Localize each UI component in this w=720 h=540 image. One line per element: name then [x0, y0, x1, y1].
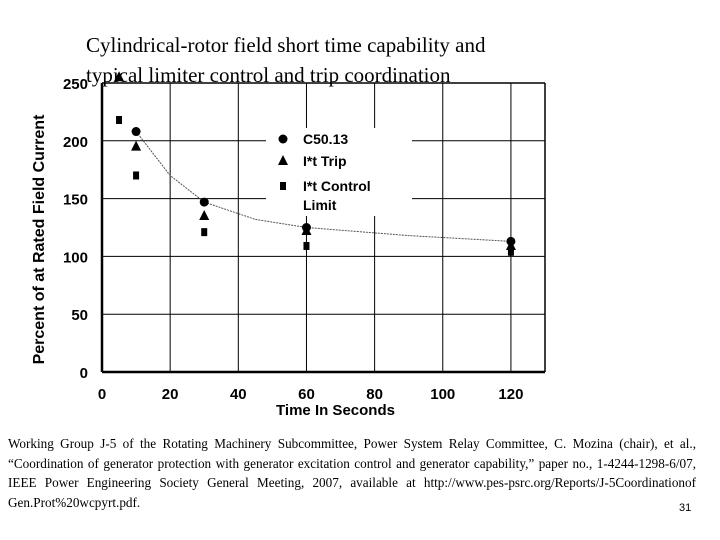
data-point-square: [303, 241, 310, 250]
x-tick-label: 0: [98, 386, 106, 403]
x-axis-label: Time In Seconds: [276, 402, 395, 419]
capability-chart: 0 50 100 150 200 250 0 20 40 60 80 100 120 C50.13 I*t…: [31, 71, 546, 419]
legend-marker-circle: [278, 134, 288, 144]
data-point-square: [116, 115, 123, 124]
legend-label-c50-13: C50.13: [303, 131, 348, 147]
data-point-triangle: [114, 71, 125, 82]
data-point-circle: [199, 197, 209, 207]
x-tick-label: 20: [162, 386, 179, 403]
y-tick-label: 250: [63, 76, 88, 93]
legend-label-it-control-limit: I*t Control Limit: [303, 178, 371, 213]
y-axis-label: Percent of at Rated Field Current: [31, 114, 48, 364]
y-tick-label: 0: [80, 365, 88, 382]
legend-box: [266, 128, 412, 216]
y-tick-label: 100: [63, 249, 88, 266]
capability-curve-path: [135, 131, 511, 242]
grid-lines: [102, 82, 545, 372]
x-tick-label: 80: [366, 386, 383, 403]
legend-marker-triangle: [278, 155, 288, 165]
x-tick-label: 120: [498, 386, 523, 403]
axes: 0 50 100 150 200 250 0 20 40 60 80 100 120: [63, 76, 546, 403]
y-tick-label: 150: [63, 192, 88, 209]
slide-title-line-1: Cylindrical-rotor field short time capab…: [86, 33, 486, 57]
data-point-triangle: [131, 140, 142, 151]
x-tick-label: 100: [430, 386, 455, 403]
data-points: [114, 71, 516, 256]
data-point-square: [201, 228, 208, 237]
legend-label-it-trip: I*t Trip: [303, 153, 347, 169]
x-tick-label: 60: [298, 386, 315, 403]
capability-curve: [135, 131, 511, 242]
y-tick-label: 200: [63, 134, 88, 151]
legend: C50.13 I*t Trip I*t Control Limit: [266, 128, 412, 216]
data-point-triangle: [199, 209, 210, 220]
data-point-circle: [131, 127, 141, 137]
data-point-triangle: [505, 239, 516, 250]
data-point-triangle: [301, 224, 312, 235]
legend-marker-square: [280, 182, 286, 190]
data-point-square: [507, 247, 514, 256]
page-number: 31: [679, 502, 692, 514]
x-tick-label: 40: [230, 386, 247, 403]
slide-title: Cylindrical-rotor field short time capab…: [86, 30, 686, 90]
y-tick-label: 50: [71, 307, 88, 324]
data-point-square: [133, 171, 140, 180]
citation-text: Working Group J-5 of the Rotating Machin…: [8, 436, 696, 510]
